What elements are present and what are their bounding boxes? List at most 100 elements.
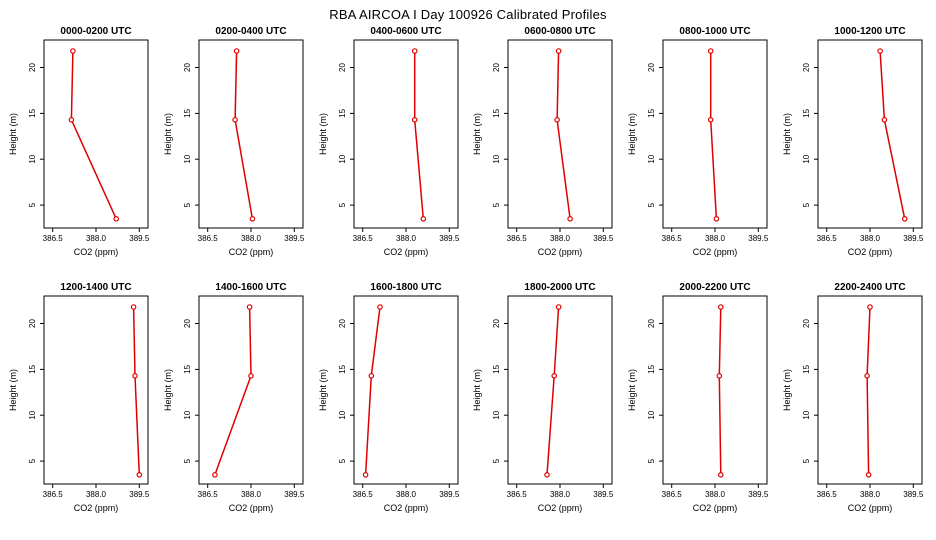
x-tick-label: 389.5 xyxy=(284,490,305,499)
chart-panel: 0400-0600 UTC 386.5 388.0 389.5 5 10 15 20 CO2 (… xyxy=(316,24,466,268)
x-tick-label: 386.5 xyxy=(352,234,373,243)
data-point-marker xyxy=(368,373,374,379)
x-tick-label: 388.0 xyxy=(86,234,107,243)
y-axis-label: Height (m) xyxy=(163,113,173,155)
x-tick-label: 389.5 xyxy=(748,234,769,243)
data-point-marker xyxy=(556,48,562,54)
co2-profile-line xyxy=(364,306,381,475)
y-tick-label: 5 xyxy=(28,202,37,207)
x-tick-label: 388.0 xyxy=(241,234,262,243)
y-tick-label: 15 xyxy=(338,364,347,373)
data-point-marker xyxy=(713,216,720,222)
x-tick-label: 388.0 xyxy=(550,490,571,499)
data-point-marker xyxy=(881,117,888,123)
co2-profile-line xyxy=(234,50,253,219)
data-point-marker xyxy=(70,48,76,54)
x-tick-label: 389.5 xyxy=(439,234,460,243)
y-tick-label: 15 xyxy=(28,364,37,373)
y-axis-label: Height (m) xyxy=(318,113,328,155)
x-tick-label: 389.5 xyxy=(129,234,150,243)
plot-box xyxy=(507,39,613,229)
y-axis-label: Height (m) xyxy=(627,369,637,411)
y-tick-label: 15 xyxy=(28,108,37,117)
chart-panel: 1200-1400 UTC 386.5 388.0 389.5 5 10 15 20 CO2 (… xyxy=(6,280,156,524)
x-axis-label: CO2 (ppm) xyxy=(74,247,119,257)
y-tick-label: 5 xyxy=(492,458,501,463)
data-point-marker xyxy=(708,117,714,123)
x-axis-label: CO2 (ppm) xyxy=(693,247,738,257)
y-tick-label: 15 xyxy=(183,364,192,373)
y-tick-label: 15 xyxy=(802,108,811,117)
data-point-marker xyxy=(232,117,238,123)
data-point-marker xyxy=(362,472,368,478)
y-tick-label: 5 xyxy=(28,458,37,463)
x-tick-label: 389.5 xyxy=(129,490,150,499)
plot-box xyxy=(43,39,149,229)
chart-svg: 0600-0800 UTC 386.5 388.0 389.5 5 10 15 20 CO2 (… xyxy=(472,26,614,257)
y-axis-label: Height (m) xyxy=(8,113,18,155)
x-tick-label: 389.5 xyxy=(439,490,460,499)
chart-panel: 0000-0200 UTC 386.5 388.0 389.5 5 10 15 20 CO2 (… xyxy=(6,24,156,268)
y-tick-label: 5 xyxy=(647,458,656,463)
chart-svg: 0800-1000 UTC 386.5 388.0 389.5 5 10 15 20 CO2 (… xyxy=(627,26,769,257)
x-tick-label: 388.0 xyxy=(550,234,571,243)
data-point-marker xyxy=(420,216,426,222)
plot-box xyxy=(43,295,149,485)
plot-box xyxy=(507,295,613,485)
chart-panel: 1800-2000 UTC 386.5 388.0 389.5 5 10 15 20 CO2 (… xyxy=(470,280,620,524)
co2-profile-line xyxy=(546,306,560,475)
panel-title: 1600-1800 UTC xyxy=(370,282,441,293)
plot-box xyxy=(662,295,768,485)
page-title: RBA AIRCOA I Day 100926 Calibrated Profi… xyxy=(329,7,607,22)
data-point-marker xyxy=(68,117,75,123)
data-point-marker xyxy=(867,304,873,310)
panel-title: 0800-1000 UTC xyxy=(680,26,751,37)
x-axis-label: CO2 (ppm) xyxy=(383,247,428,257)
x-tick-label: 386.5 xyxy=(662,234,683,243)
data-point-marker xyxy=(716,373,723,379)
data-point-marker xyxy=(233,48,240,54)
y-tick-label: 15 xyxy=(183,108,192,117)
x-tick-label: 388.0 xyxy=(396,490,417,499)
data-point-marker xyxy=(376,304,383,310)
panel-title: 1200-1400 UTC xyxy=(60,282,131,293)
data-point-marker xyxy=(247,373,254,379)
x-tick-label: 389.5 xyxy=(903,490,924,499)
x-axis-label: CO2 (ppm) xyxy=(229,503,274,513)
x-tick-label: 386.5 xyxy=(507,234,528,243)
x-tick-label: 386.5 xyxy=(817,490,838,499)
data-point-marker xyxy=(211,472,218,478)
data-point-marker xyxy=(864,373,870,379)
data-point-marker xyxy=(136,472,143,478)
x-axis-label: CO2 (ppm) xyxy=(848,503,893,513)
charts-grid: 0000-0200 UTC 386.5 388.0 389.5 5 10 15 20 CO2 (… xyxy=(0,24,936,524)
y-tick-label: 10 xyxy=(492,410,501,419)
y-tick-label: 10 xyxy=(28,154,37,163)
chart-svg: 1000-1200 UTC 386.5 388.0 389.5 5 10 15 20 CO2 (… xyxy=(782,26,924,257)
y-tick-label: 10 xyxy=(647,410,656,419)
y-tick-label: 5 xyxy=(647,202,656,207)
y-tick-label: 20 xyxy=(492,63,501,72)
chart-panel: 1400-1600 UTC 386.5 388.0 389.5 5 10 15 20 CO2 (… xyxy=(161,280,311,524)
data-point-marker xyxy=(544,472,551,478)
plot-box xyxy=(198,295,304,485)
chart-svg: 0000-0200 UTC 386.5 388.0 389.5 5 10 15 20 CO2 (… xyxy=(8,26,150,257)
y-tick-label: 20 xyxy=(492,319,501,328)
x-tick-label: 389.5 xyxy=(594,490,615,499)
panel-title: 1000-1200 UTC xyxy=(834,26,905,37)
panel-title: 1800-2000 UTC xyxy=(525,282,596,293)
data-point-marker xyxy=(556,304,562,310)
chart-svg: 0400-0600 UTC 386.5 388.0 389.5 5 10 15 20 CO2 (… xyxy=(318,26,460,257)
co2-profile-line xyxy=(70,50,117,220)
chart-panel: 1600-1800 UTC 386.5 388.0 389.5 5 10 15 20 CO2 (… xyxy=(316,280,466,524)
data-point-marker xyxy=(246,304,253,310)
chart-svg: 2000-2200 UTC 386.5 388.0 389.5 5 10 15 20 CO2 (… xyxy=(627,282,769,513)
y-tick-label: 20 xyxy=(802,63,811,72)
x-tick-label: 389.5 xyxy=(284,234,305,243)
y-tick-label: 10 xyxy=(338,410,347,419)
y-tick-label: 20 xyxy=(28,63,37,72)
x-tick-label: 388.0 xyxy=(396,234,417,243)
y-axis-label: Height (m) xyxy=(318,369,328,411)
y-axis-label: Height (m) xyxy=(627,113,637,155)
co2-profile-line xyxy=(132,306,141,475)
